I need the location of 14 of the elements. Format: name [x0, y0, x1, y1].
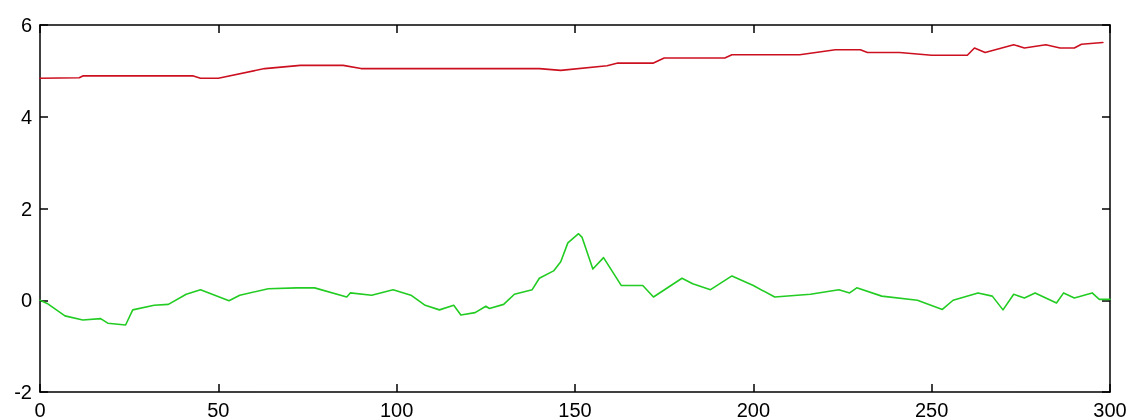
y-tick-label: 2 [20, 197, 32, 220]
y-tick-label: 4 [20, 105, 32, 128]
y-tick-label: 0 [20, 289, 32, 312]
x-tick-label: 0 [34, 399, 46, 420]
line-series [39, 41, 1104, 80]
y-tick-label: -2 [14, 381, 32, 403]
x-tick-label: 100 [379, 399, 414, 420]
x-tick-label: 250 [914, 399, 949, 420]
x-tick-label: 50 [207, 399, 230, 420]
x-tick-label: 200 [736, 399, 771, 420]
x-tick-label: 150 [558, 399, 592, 420]
y-tick-label: 6 [20, 14, 32, 36]
x-tick-label: 300 [1093, 399, 1127, 420]
line-series [39, 232, 1111, 326]
